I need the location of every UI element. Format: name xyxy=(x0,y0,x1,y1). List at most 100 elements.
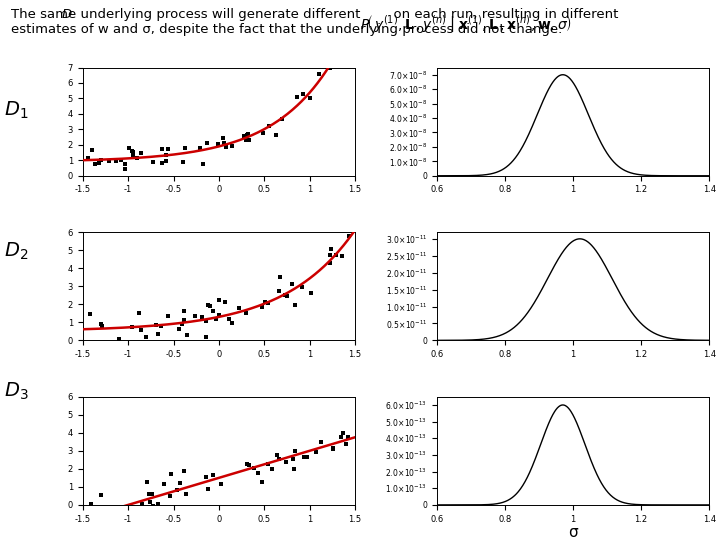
Point xyxy=(204,301,216,310)
Point xyxy=(156,145,168,153)
Point xyxy=(341,32,353,40)
Point xyxy=(104,157,115,166)
Point xyxy=(110,156,122,165)
Point xyxy=(181,331,192,340)
Point xyxy=(280,458,292,467)
Point xyxy=(270,130,282,139)
Point xyxy=(175,478,186,487)
Point xyxy=(160,157,171,166)
Point xyxy=(160,151,171,159)
Point xyxy=(207,307,219,316)
Point xyxy=(93,512,104,521)
Point xyxy=(289,300,301,309)
Point xyxy=(98,340,109,348)
Point xyxy=(178,307,189,315)
Point xyxy=(324,251,336,259)
Point xyxy=(127,150,139,159)
Point xyxy=(327,444,338,453)
Point xyxy=(136,500,148,508)
Point xyxy=(252,469,264,477)
Point xyxy=(197,159,208,168)
Point xyxy=(336,39,348,48)
Point xyxy=(98,512,109,521)
Point xyxy=(180,490,192,498)
Point xyxy=(240,131,252,139)
Point xyxy=(274,272,286,281)
Point xyxy=(296,282,307,291)
Point xyxy=(197,312,208,321)
Text: estimates of w and σ, despite the fact that the underlying process did not chang: estimates of w and σ, despite the fact t… xyxy=(11,23,562,36)
Point xyxy=(179,144,191,152)
Point xyxy=(342,433,354,442)
Text: The same underlying process will generate different            on each run, resu: The same underlying process will generat… xyxy=(11,8,618,21)
Point xyxy=(289,447,300,455)
Point xyxy=(219,138,230,147)
Point xyxy=(171,486,183,495)
Point xyxy=(226,142,238,151)
Point xyxy=(202,301,214,309)
Point xyxy=(90,160,102,168)
Point xyxy=(200,332,212,341)
Point xyxy=(95,320,107,328)
Point xyxy=(217,134,229,143)
Point xyxy=(208,471,220,480)
Point xyxy=(315,438,327,447)
Point xyxy=(248,463,260,472)
Point xyxy=(153,500,164,509)
Point xyxy=(113,334,125,343)
Point xyxy=(135,326,147,334)
Point xyxy=(287,280,298,288)
Point xyxy=(297,90,309,98)
Point xyxy=(174,324,185,333)
Point xyxy=(83,153,94,162)
Point xyxy=(164,491,176,500)
Point xyxy=(140,333,151,341)
Point xyxy=(96,322,108,331)
Point xyxy=(287,454,299,463)
Point xyxy=(146,489,158,498)
Point xyxy=(220,298,231,306)
Point xyxy=(274,455,285,463)
Point xyxy=(144,497,156,506)
Point xyxy=(95,156,107,164)
Point xyxy=(243,136,255,144)
Point xyxy=(202,484,213,493)
Point xyxy=(330,251,342,259)
Point xyxy=(216,480,228,488)
Point xyxy=(127,147,138,156)
Point xyxy=(288,465,300,474)
Point xyxy=(340,440,351,448)
Point xyxy=(220,143,231,151)
Point xyxy=(120,159,131,168)
Point xyxy=(337,428,348,437)
Point xyxy=(327,443,338,452)
Point xyxy=(240,309,252,318)
X-axis label: σ: σ xyxy=(568,525,578,540)
Point xyxy=(86,145,98,154)
Point xyxy=(226,319,238,328)
Point xyxy=(298,453,310,462)
Point xyxy=(276,114,288,123)
Point xyxy=(158,480,170,488)
Point xyxy=(200,317,212,326)
Point xyxy=(163,312,174,321)
Point xyxy=(84,309,95,318)
Point xyxy=(93,159,104,167)
Point xyxy=(240,136,251,144)
Point xyxy=(340,50,351,59)
Point xyxy=(132,309,144,318)
Point xyxy=(127,147,138,156)
Point xyxy=(305,289,317,298)
Point xyxy=(273,287,284,295)
Point xyxy=(224,315,235,323)
Point xyxy=(77,516,89,525)
Point xyxy=(325,259,336,267)
Point xyxy=(256,478,267,487)
Point xyxy=(142,478,153,487)
Point xyxy=(243,461,254,470)
Point xyxy=(143,489,155,498)
Point xyxy=(325,245,336,254)
Point xyxy=(120,165,131,173)
Point xyxy=(211,315,222,323)
Point xyxy=(194,144,206,152)
